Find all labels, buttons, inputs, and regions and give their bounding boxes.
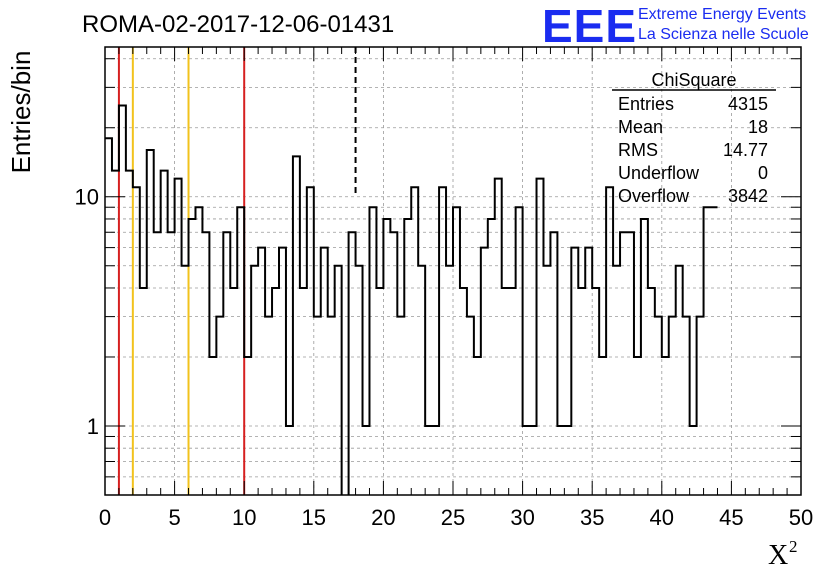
x-tick-label: 45 xyxy=(719,505,743,530)
histogram-line xyxy=(105,104,718,495)
stats-title: ChiSquare xyxy=(651,70,736,90)
x-tick-label: 30 xyxy=(510,505,534,530)
x-axis-label-base: X xyxy=(768,540,788,571)
x-tick-label: 35 xyxy=(580,505,604,530)
stats-label-underflow: Underflow xyxy=(618,163,700,183)
x-tick-label: 10 xyxy=(232,505,256,530)
logo-mark: EEE xyxy=(542,0,637,52)
eee-logo: EEE Extreme Energy Events La Scienza nel… xyxy=(542,0,809,52)
stats-value-mean: 18 xyxy=(748,117,768,137)
y-tick-label: 1 xyxy=(87,414,99,439)
logo-line-1: Extreme Energy Events xyxy=(638,6,806,23)
stats-label-entries: Entries xyxy=(618,94,674,114)
x-tick-label: 5 xyxy=(168,505,180,530)
x-axis-label-superscript: 2 xyxy=(789,537,798,556)
stats-value-underflow: 0 xyxy=(758,163,768,183)
x-tick-label: 15 xyxy=(302,505,326,530)
x-axis-label: X 2 xyxy=(768,537,798,571)
stats-value-entries: 4315 xyxy=(728,94,768,114)
axis-ticks: 0 5 10 15 20 25 30 35 40 45 50 1 10 xyxy=(75,47,813,530)
stats-box: ChiSquare Entries 4315 Mean 18 RMS 14.77… xyxy=(612,70,776,206)
plot-frame xyxy=(104,46,802,496)
x-tick-label: 50 xyxy=(789,505,813,530)
x-tick-label: 40 xyxy=(650,505,674,530)
x-tick-label: 25 xyxy=(441,505,465,530)
stats-value-overflow: 3842 xyxy=(728,186,768,206)
stats-label-mean: Mean xyxy=(618,117,663,137)
y-axis-label: Entries/bin xyxy=(6,51,36,174)
stats-label-overflow: Overflow xyxy=(618,186,690,206)
y-tick-label: 10 xyxy=(75,185,99,210)
stats-value-rms: 14.77 xyxy=(723,140,768,160)
stats-label-rms: RMS xyxy=(618,140,658,160)
x-tick-label: 20 xyxy=(371,505,395,530)
chart-title: ROMA-02-2017-12-06-01431 xyxy=(82,11,394,38)
logo-line-2: La Scienza nelle Scuole xyxy=(638,26,809,43)
x-tick-label: 0 xyxy=(99,505,111,530)
